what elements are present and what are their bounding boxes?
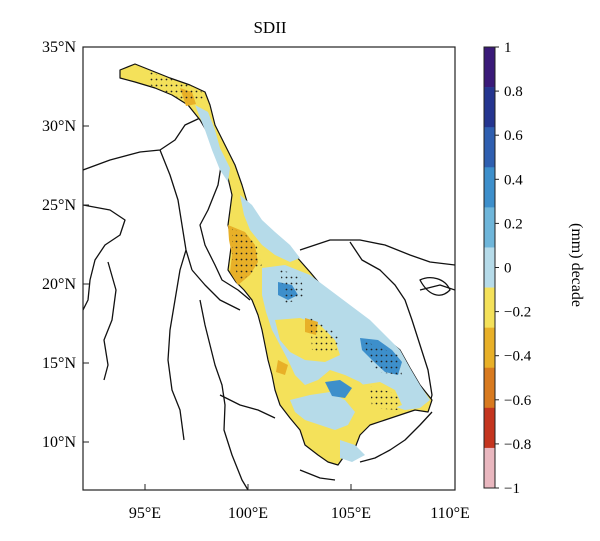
colorbar-tick-label: −0.4: [504, 349, 532, 365]
colorbar: 1 0.8 0.6 0.4 0.2 0 −0.2 −0.4 −0.6 −0.8 −1: [483, 40, 532, 497]
latitude-axis: 35°N 30°N 25°N 20°N 15°N 10°N: [42, 39, 89, 451]
colorbar-swatch: [484, 327, 495, 369]
lon-tick-label: 95°E: [129, 505, 161, 522]
lat-tick-label: 15°N: [42, 355, 76, 372]
colorbar-swatch: [484, 247, 495, 288]
lat-tick-label: 30°N: [42, 118, 76, 135]
colorbar-tick-label: −0.8: [504, 437, 531, 453]
colorbar-swatch: [484, 367, 495, 409]
lon-tick-label: 110°E: [430, 505, 470, 522]
colorbar-tick-label: −0.6: [504, 393, 532, 409]
lon-tick-label: 100°E: [228, 505, 268, 522]
lat-tick-label: 35°N: [42, 39, 76, 56]
colorbar-tick-label: 0.4: [504, 172, 523, 188]
longitude-axis: 95°E 100°E 105°E 110°E: [129, 484, 470, 522]
colorbar-swatch: [484, 127, 495, 168]
lat-tick-label: 25°N: [42, 197, 76, 214]
colorbar-swatch: [484, 207, 495, 248]
colorbar-swatch: [484, 167, 495, 208]
colorbar-tick-label: 0.8: [504, 84, 523, 100]
lat-tick-label: 10°N: [42, 434, 76, 451]
colorbar-tick-label: −0.2: [504, 305, 531, 321]
significance-stippling: [150, 72, 402, 410]
colorbar-title: (mm) decade: [568, 223, 585, 307]
lat-tick-label: 20°N: [42, 276, 76, 293]
colorbar-swatch: [484, 47, 495, 88]
colorbar-tick-label: 0.2: [504, 216, 523, 232]
colorbar-swatch: [484, 287, 495, 328]
colorbar-tick-label: −1: [504, 481, 520, 497]
colorbar-swatch: [484, 407, 495, 449]
country-borders: [83, 117, 455, 490]
lon-tick-label: 105°E: [331, 505, 371, 522]
basin-light-blue-areas: [195, 105, 430, 462]
colorbar-swatch: [484, 447, 495, 489]
colorbar-swatch: [484, 87, 495, 128]
colorbar-tick-label: 0.6: [504, 128, 523, 144]
colorbar-tick-label: 0: [504, 261, 512, 277]
colorbar-tick-label: 1: [504, 40, 512, 56]
map-title: SDII: [253, 18, 286, 37]
